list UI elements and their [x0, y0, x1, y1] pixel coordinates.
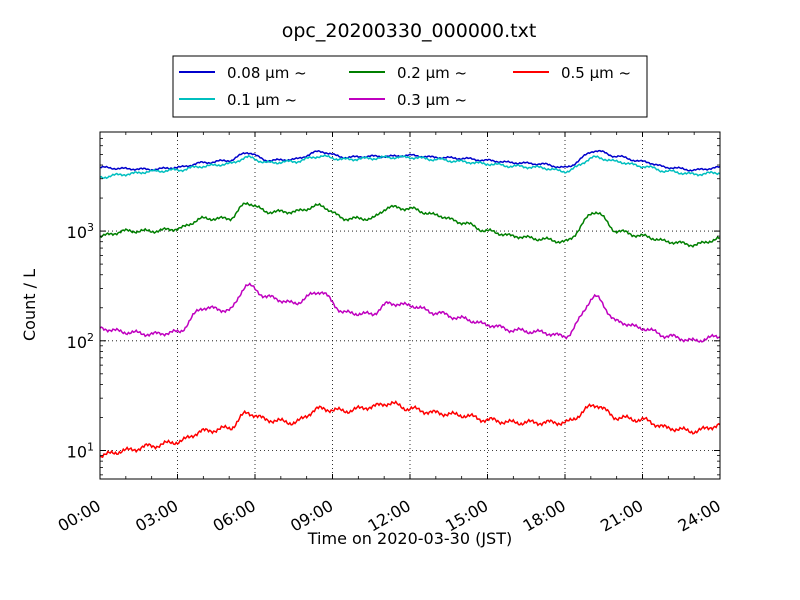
legend-label-1: 0.1 μm ~: [227, 91, 297, 109]
y-tick-labels: 101 102 103: [67, 221, 94, 461]
y-axis-label: Count / L: [20, 269, 39, 341]
legend-label-4: 0.5 μm ~: [561, 64, 631, 82]
y-tick-label: 103: [67, 221, 94, 242]
legend-label-0: 0.08 μm ~: [227, 64, 307, 82]
axis-ticks: [99, 131, 721, 479]
series-line-4: [100, 400, 720, 459]
series-line-0: [100, 149, 720, 172]
series-line-2: [100, 201, 720, 248]
series-group: [100, 149, 720, 459]
legend-label-3: 0.3 μm ~: [397, 91, 467, 109]
plot-area: [99, 131, 721, 480]
legend-box: [172, 55, 648, 118]
legend-label-2: 0.2 μm ~: [397, 64, 467, 82]
y-tick-label: 102: [67, 331, 94, 352]
series-line-1: [100, 153, 720, 180]
x-axis-label: Time on 2020-03-30 (JST): [307, 529, 512, 548]
series-line-3: [100, 282, 720, 343]
y-tick-label: 101: [67, 441, 94, 462]
legend: 0.08 μm ~ 0.1 μm ~ 0.2 μm ~ 0.3 μm ~ 0.5 μm …: [172, 55, 648, 118]
grid-lines: [100, 132, 720, 479]
chart-title: opc_20200330_000000.txt: [282, 20, 537, 42]
